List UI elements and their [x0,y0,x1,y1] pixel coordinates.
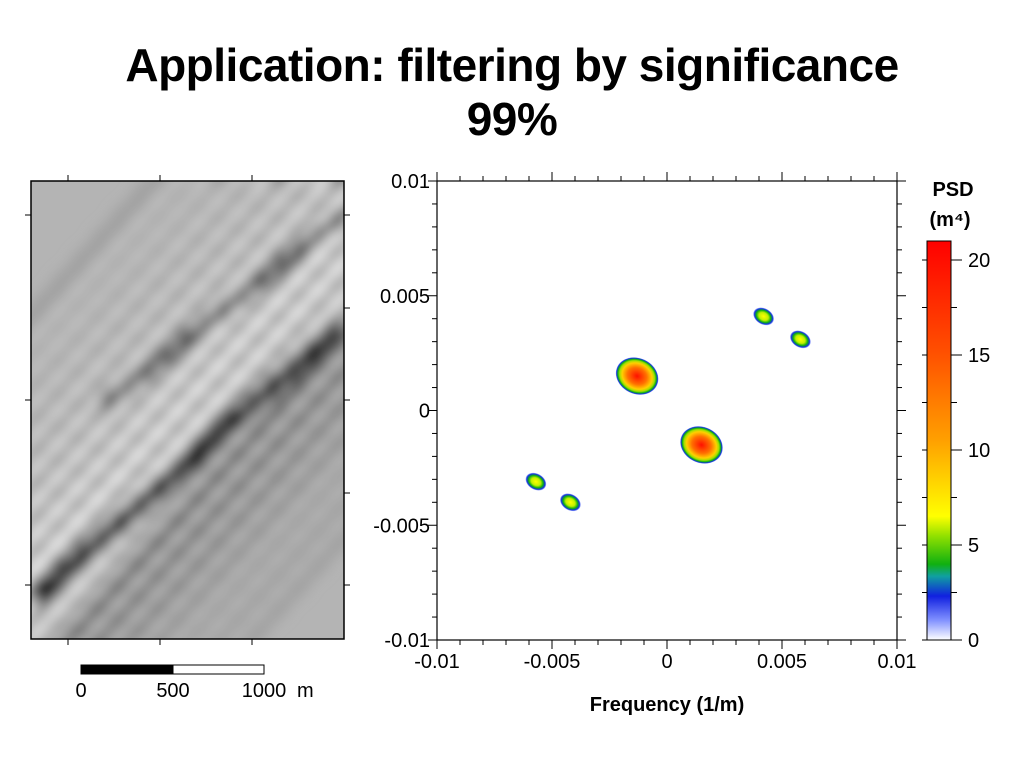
scale-bar-label-1000: 1000 [242,680,287,702]
scale-bar-unit: m [297,680,314,702]
plot-frame [436,180,898,641]
y-tick-label: 0.005 [380,286,430,308]
colorbar-tick-label: 0 [968,630,979,652]
scale-bar-black-segment [80,664,174,675]
y-tick-label: 0 [419,401,430,423]
colorbar-tick-label: 10 [968,440,990,462]
x-tick-label: 0.01 [878,651,917,673]
y-tick-label: -0.005 [373,515,430,537]
colorbar-scale [926,240,952,641]
x-tick-label: -0.005 [524,651,581,673]
slide-title-line2: 99% [466,93,558,145]
filtered-image [31,181,344,639]
x-axis-label: Frequency (1/m) [590,694,744,716]
image-frame [30,180,345,640]
colorbar-unit: (m⁴) [930,209,971,231]
scale-bar: 0 500 1000 m [75,664,314,702]
colorbar-ticks: 0 5 10 15 20 [922,250,990,652]
y-tick-label: 0.01 [391,171,430,193]
scale-bar-label-500: 500 [156,680,189,702]
colorbar-tick-label: 5 [968,535,979,557]
colorbar-tick-label: 20 [968,250,990,272]
x-tick-label: -0.01 [414,651,460,673]
colorbar: PSD (m⁴) 0 5 10 15 20 [922,179,990,652]
scale-bar-white-segment [172,664,265,675]
colorbar-title: PSD [932,179,973,201]
psd-peak-weak [560,493,581,512]
x-tick-label: 0.005 [757,651,807,673]
x-tick-label: 0 [661,651,672,673]
y-tick-labels: 0.01 0.005 0 -0.005 -0.01 [373,171,430,652]
psd-peaks [525,307,811,512]
psd-peak-strong [615,357,659,395]
psd-peak-weak [525,472,547,491]
scale-bar-label-0: 0 [75,680,86,702]
colorbar-tick-label: 15 [968,345,990,367]
y-tick-label: -0.01 [384,630,430,652]
psd-peak-weak [790,330,811,349]
slide-title-line1: Application: filtering by significance [125,39,899,91]
x-tick-labels: -0.01 -0.005 0 0.005 0.01 [414,651,916,673]
psd-peak-weak [753,307,774,326]
psd-peak-strong [680,426,723,464]
filtered-image-panel [25,175,350,645]
spectrum-plot: -0.01 -0.005 0 0.005 0.01 0.010.0050-0.005-0… [373,171,916,716]
plot-ticks [428,172,906,649]
image-frame-ticks [25,175,350,645]
slide-title: Application: filtering by significance 9… [0,38,1024,146]
